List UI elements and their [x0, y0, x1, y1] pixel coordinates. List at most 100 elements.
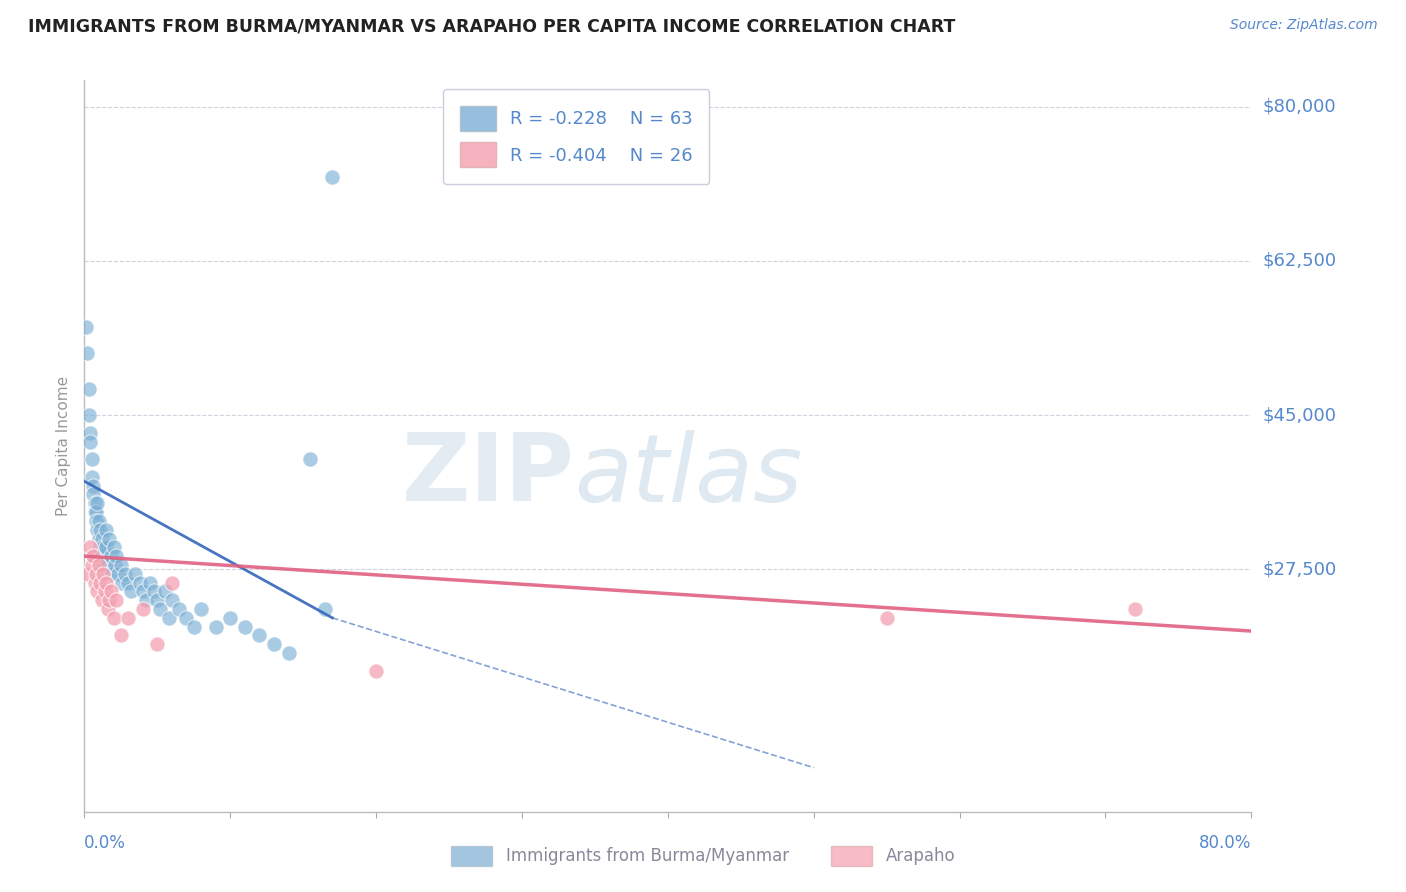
- Legend: R = -0.228    N = 63, R = -0.404    N = 26: R = -0.228 N = 63, R = -0.404 N = 26: [443, 89, 709, 184]
- Point: [111, 575, 134, 590]
- Point: [79, 434, 101, 449]
- Point: [100, 584, 122, 599]
- Point: [114, 566, 136, 581]
- Point: [277, 646, 299, 660]
- Point: [128, 575, 150, 590]
- Point: [83, 496, 105, 510]
- Point: [124, 566, 146, 581]
- Point: [110, 558, 132, 572]
- Text: $62,500: $62,500: [1263, 252, 1337, 270]
- Point: [876, 611, 898, 625]
- Point: [86, 584, 108, 599]
- Point: [84, 505, 107, 519]
- Point: [149, 602, 172, 616]
- Text: 80.0%: 80.0%: [1199, 834, 1251, 852]
- Point: [89, 575, 111, 590]
- Y-axis label: Per Capita Income: Per Capita Income: [56, 376, 72, 516]
- Point: [80, 452, 103, 467]
- Point: [249, 628, 271, 642]
- Point: [76, 346, 98, 360]
- Point: [82, 487, 104, 501]
- Point: [80, 558, 103, 572]
- Point: [90, 532, 112, 546]
- Point: [110, 628, 132, 642]
- Point: [77, 408, 100, 422]
- Point: [98, 593, 121, 607]
- Point: [96, 541, 118, 555]
- Point: [167, 602, 190, 616]
- Text: ZIP: ZIP: [402, 429, 575, 521]
- Point: [87, 558, 110, 572]
- Point: [153, 584, 176, 599]
- Point: [77, 382, 100, 396]
- Point: [176, 611, 198, 625]
- Point: [90, 593, 112, 607]
- Point: [101, 566, 124, 581]
- Text: $45,000: $45,000: [1263, 406, 1337, 425]
- Point: [233, 620, 256, 634]
- Point: [94, 558, 117, 572]
- Point: [80, 470, 103, 484]
- Point: [90, 549, 112, 563]
- Point: [91, 566, 114, 581]
- Point: [82, 478, 104, 492]
- Point: [84, 566, 107, 581]
- Point: [82, 549, 104, 563]
- Point: [104, 558, 127, 572]
- Text: 0.0%: 0.0%: [84, 834, 127, 852]
- Point: [105, 549, 128, 563]
- Point: [139, 575, 162, 590]
- Point: [103, 541, 125, 555]
- Point: [83, 575, 105, 590]
- Point: [314, 602, 336, 616]
- Point: [89, 523, 111, 537]
- Point: [146, 637, 169, 651]
- Point: [89, 541, 111, 555]
- Point: [91, 541, 114, 555]
- Point: [135, 593, 157, 607]
- Point: [204, 620, 226, 634]
- Point: [299, 452, 322, 467]
- Point: [117, 611, 139, 625]
- Point: [190, 602, 212, 616]
- Point: [96, 575, 118, 590]
- Point: [117, 575, 139, 590]
- Point: [366, 664, 388, 678]
- Point: [96, 523, 118, 537]
- Point: [1123, 602, 1146, 616]
- Text: IMMIGRANTS FROM BURMA/MYANMAR VS ARAPAHO PER CAPITA INCOME CORRELATION CHART: IMMIGRANTS FROM BURMA/MYANMAR VS ARAPAHO…: [28, 18, 956, 36]
- Point: [160, 575, 183, 590]
- Point: [79, 425, 101, 440]
- Point: [160, 593, 183, 607]
- Point: [146, 593, 169, 607]
- Text: atlas: atlas: [575, 430, 803, 521]
- Point: [86, 523, 108, 537]
- Point: [105, 593, 128, 607]
- Point: [83, 505, 105, 519]
- Point: [98, 532, 121, 546]
- Text: $27,500: $27,500: [1263, 560, 1337, 578]
- Point: [76, 566, 98, 581]
- Point: [143, 584, 166, 599]
- Point: [103, 611, 125, 625]
- Point: [120, 584, 142, 599]
- Point: [219, 611, 242, 625]
- Point: [263, 637, 285, 651]
- Legend: Immigrants from Burma/Myanmar, Arapaho: Immigrants from Burma/Myanmar, Arapaho: [437, 832, 969, 880]
- Point: [157, 611, 180, 625]
- Point: [94, 584, 117, 599]
- Point: [107, 566, 129, 581]
- Point: [132, 584, 155, 599]
- Point: [132, 602, 155, 616]
- Point: [86, 496, 108, 510]
- Point: [100, 549, 122, 563]
- Point: [84, 514, 107, 528]
- Text: Source: ZipAtlas.com: Source: ZipAtlas.com: [1230, 18, 1378, 32]
- Point: [321, 170, 343, 185]
- Point: [75, 320, 97, 334]
- Point: [97, 602, 120, 616]
- Point: [183, 620, 205, 634]
- Point: [87, 532, 110, 546]
- Point: [97, 558, 120, 572]
- Point: [87, 514, 110, 528]
